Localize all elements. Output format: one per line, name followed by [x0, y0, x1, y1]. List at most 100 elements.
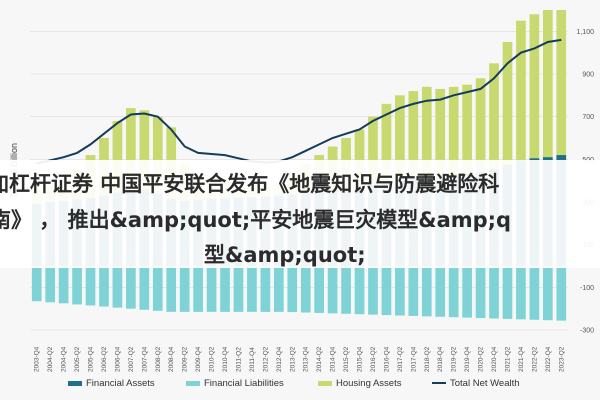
x-tick-label: 2009-Q2 [182, 346, 189, 372]
housing-assets-bar [516, 20, 526, 266]
x-tick-label: 2012-Q2 [262, 346, 269, 372]
legend-housing-assets: Housing Assets [318, 378, 401, 389]
x-tick-label: 2022-Q4 [545, 346, 552, 372]
x-tick-label: 2018-Q2 [424, 346, 431, 372]
financial-liabilities-bar [72, 266, 82, 305]
financial-liabilities-bar [516, 266, 526, 320]
x-tick-label: 2017-Q2 [397, 346, 404, 372]
financial-liabilities-bar [220, 266, 230, 312]
financial-liabilities-bars [31, 266, 567, 321]
legend-label-financial-liabilities: Financial Liabilities [204, 378, 284, 389]
financial-liabilities-bar [529, 266, 540, 320]
legend-financial-liabilities: Financial Liabilities [186, 378, 284, 389]
x-tick-label: 2019-Q2 [451, 346, 458, 372]
financial-liabilities-bar [354, 266, 365, 315]
financial-liabilities-bar [327, 266, 338, 314]
financial-liabilities-bar [273, 266, 284, 312]
headline-overlay: 加杠杆证券 中国平安联合发布《地震知识与防震避险科 南》 ， 推出&amp;qu… [0, 160, 600, 268]
headline-line-3: 型&amp;quot; [204, 243, 366, 267]
x-tick-label: 2006-Q4 [114, 346, 121, 372]
x-tick-label: 2004-Q2 [47, 346, 54, 372]
x-tick-label: 2011-Q2 [235, 347, 242, 372]
financial-liabilities-bar [139, 266, 150, 310]
legend-label-housing-assets: Housing Assets [336, 378, 402, 389]
housing-assets-bar [542, 10, 553, 266]
headline-line-2: 南》 ， 推出&amp;quot;平安地震巨灾模型&amp;q [0, 208, 512, 232]
legend-swatch-financial-assets [68, 380, 82, 386]
x-tick-label: 2007-Q4 [141, 346, 148, 372]
x-tick-label: 2010-Q4 [222, 346, 229, 372]
financial-liabilities-bar [489, 266, 499, 319]
x-tick-label: 2020-Q2 [478, 346, 485, 372]
financial-liabilities-bar [85, 266, 96, 306]
legend-total-net-wealth: Total Net Wealth [432, 378, 520, 389]
financial-liabilities-bar [193, 266, 203, 312]
financial-liabilities-bar [314, 266, 325, 313]
financial-liabilities-bar [368, 266, 378, 315]
financial-liabilities-bar [112, 266, 123, 308]
housing-assets-bar [502, 42, 513, 266]
x-tick-label: 2016-Q4 [383, 346, 390, 372]
x-tick-label: 2008-Q2 [155, 346, 162, 372]
financial-liabilities-bar [448, 266, 459, 318]
x-tick-label: 2021-Q2 [504, 346, 511, 372]
financial-liabilities-bar [179, 266, 190, 312]
legend-label-financial-assets: Financial Assets [86, 378, 155, 389]
x-tick-label: 2017-Q4 [410, 346, 417, 372]
legend-swatch-financial-liabilities [186, 380, 200, 386]
financial-liabilities-bar [152, 266, 163, 311]
housing-assets-bar [529, 14, 540, 267]
financial-liabilities-bar [206, 266, 217, 312]
x-tick-label: 2015-Q2 [343, 346, 350, 372]
housing-assets-bar [556, 10, 567, 266]
y-tick-label: 1,100 [576, 29, 594, 36]
financial-liabilities-bar [475, 266, 486, 319]
financial-liabilities-bar [542, 266, 553, 321]
x-tick-label: 2019-Q4 [464, 346, 471, 372]
x-tick-label: 2014-Q4 [330, 346, 337, 372]
financial-liabilities-bar [462, 266, 472, 318]
x-tick-label: 2007-Q2 [128, 346, 135, 372]
x-axis-ticks: 2003-Q4 2004-Q2 2004-Q4 2005-Q2 2005-Q4 2006-… [34, 346, 566, 372]
x-tick-label: 2014-Q2 [316, 346, 323, 372]
x-tick-label: 2018-Q4 [437, 346, 444, 372]
x-tick-label: 2006-Q2 [101, 346, 108, 372]
headline-line-1: 加杠杆证券 中国平安联合发布《地震知识与防震避险科 [0, 172, 500, 196]
financial-liabilities-bar [260, 266, 271, 312]
x-tick-label: 2016-Q2 [370, 346, 377, 372]
financial-liabilities-bar [31, 266, 42, 302]
financial-liabilities-bar [287, 266, 298, 313]
x-tick-label: 2010-Q2 [209, 346, 216, 372]
financial-liabilities-bar [395, 266, 405, 316]
financial-liabilities-bar [341, 266, 351, 314]
legend: Financial Assets Financial Liabilities H… [0, 374, 600, 394]
legend-label-total-net-wealth: Total Net Wealth [450, 378, 520, 389]
total-net-wealth-line [36, 38, 562, 165]
financial-liabilities-bar [233, 266, 244, 312]
y-tick-label: 900 [582, 72, 594, 79]
x-tick-label: 2004-Q4 [61, 346, 68, 372]
financial-liabilities-bar [408, 266, 419, 316]
x-tick-label: 2015-Q4 [357, 346, 364, 372]
legend-swatch-total-net-wealth [432, 382, 446, 385]
x-tick-label: 2022-Q2 [531, 346, 538, 372]
financial-liabilities-bar [58, 266, 69, 304]
financial-liabilities-bar [421, 266, 432, 317]
y-tick-label: -100 [580, 285, 594, 292]
financial-liabilities-bar [99, 266, 109, 307]
financial-liabilities-bar [502, 266, 513, 319]
x-tick-label: 2005-Q2 [74, 346, 81, 372]
x-tick-label: 2009-Q4 [195, 346, 202, 372]
x-tick-label: 2011-Q4 [249, 347, 256, 372]
legend-financial-assets: Financial Assets [68, 378, 155, 389]
financial-liabilities-bar [556, 266, 567, 321]
financial-liabilities-bar [166, 266, 177, 312]
x-tick-label: 2021-Q4 [518, 346, 525, 372]
financial-liabilities-bar [381, 266, 392, 316]
financial-liabilities-bar [300, 266, 311, 313]
x-tick-label: 2005-Q4 [88, 346, 95, 372]
financial-liabilities-bar [45, 266, 56, 303]
legend-swatch-housing-assets [318, 380, 332, 386]
x-tick-label: 2008-Q4 [168, 346, 175, 372]
x-tick-label: 2012-Q4 [276, 346, 283, 372]
